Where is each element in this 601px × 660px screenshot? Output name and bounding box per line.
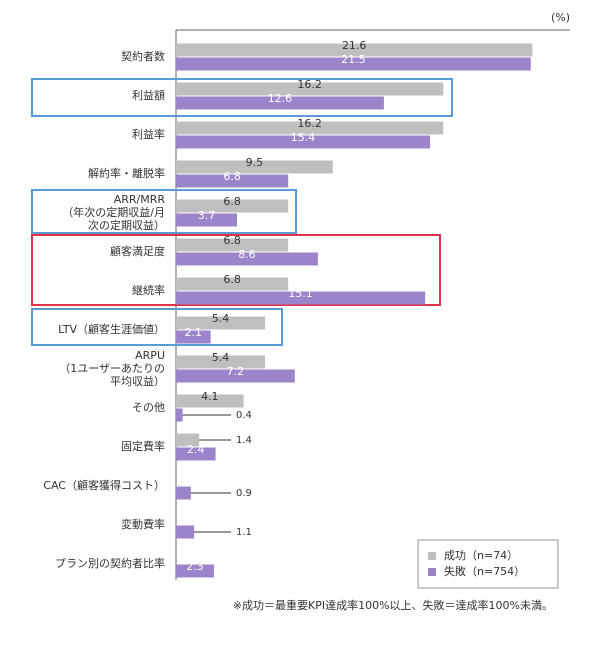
highlight-box: [31, 189, 297, 234]
bar: [176, 316, 266, 330]
value-label: 8.6: [238, 248, 256, 261]
value-label: 6.8: [223, 195, 241, 208]
bar: [176, 213, 238, 227]
legend-label: 失敗（n=754）: [444, 564, 525, 578]
bar: [176, 433, 200, 447]
value-label: 6.8: [223, 273, 241, 286]
value-label: 9.5: [246, 156, 264, 169]
value-label: 0.9: [236, 488, 252, 499]
category-label: 固定費率: [121, 439, 165, 453]
unit-label: (%): [551, 11, 570, 24]
value-label: 2.3: [186, 560, 204, 573]
value-label: 0.4: [236, 410, 252, 421]
bar: [176, 394, 244, 408]
bar: [176, 447, 216, 461]
highlight-box: [31, 78, 453, 117]
bar: [176, 330, 211, 344]
category-label: 利益率: [132, 127, 165, 141]
category-label: 契約者数: [121, 49, 165, 63]
legend-swatch: [428, 552, 436, 560]
category-label: 解約率・離脱率: [88, 166, 165, 180]
value-label: 15.4: [291, 131, 316, 144]
footnote: ※成功＝最重要KPI達成率100%以上、失敗＝達成率100%未満。: [233, 598, 553, 612]
bar: [176, 277, 289, 291]
category-label: 顧客満足度: [110, 244, 165, 258]
bar: [176, 238, 289, 252]
value-label: 1.4: [236, 435, 252, 446]
value-label: 7.2: [227, 365, 245, 378]
category-label: ARR/MRR （年次の定期収益/月次の定期収益）: [62, 193, 165, 232]
bar: [176, 57, 531, 71]
highlight-box: [31, 308, 283, 346]
value-label: 21.6: [342, 39, 367, 52]
category-label: 変動費率: [121, 517, 165, 531]
bar: [176, 486, 191, 500]
category-label: CAC（顧客獲得コスト）: [43, 478, 165, 492]
bar: [176, 43, 533, 57]
bar: [176, 160, 333, 174]
value-label: 5.4: [212, 351, 230, 364]
category-label: ARPU （1ユーザーあたりの平均収益）: [59, 349, 165, 388]
category-label: 利益額: [132, 88, 165, 102]
legend-swatch: [428, 568, 436, 576]
bar: [176, 355, 266, 369]
category-label: 継続率: [132, 283, 165, 297]
bar: [176, 82, 444, 96]
value-label: 15.1: [288, 287, 313, 300]
value-label: 12.6: [268, 92, 293, 105]
bar: [176, 174, 289, 188]
value-label: 3.7: [198, 209, 216, 222]
bar: [176, 96, 384, 110]
category-label: LTV（顧客生涯価値）: [58, 322, 165, 336]
bar: [176, 408, 183, 422]
value-label: 6.8: [223, 170, 241, 183]
value-label: 21.5: [341, 53, 366, 66]
bar: [176, 291, 426, 305]
bar: [176, 369, 295, 383]
bar: [176, 252, 318, 266]
bar: [176, 121, 444, 135]
value-label: 4.1: [201, 390, 219, 403]
bar: [176, 199, 289, 213]
legend-label: 成功（n=74）: [444, 549, 518, 562]
value-label: 1.1: [236, 527, 252, 538]
legend-box: [417, 539, 559, 589]
category-label: プラン別の契約者比率: [55, 556, 165, 570]
value-label: 16.2: [297, 117, 322, 130]
highlight-box: [31, 234, 441, 306]
value-label: 2.4: [187, 443, 205, 456]
value-label: 16.2: [297, 78, 322, 91]
value-label: 2.1: [185, 326, 203, 339]
bar: [176, 564, 214, 578]
bar: [176, 525, 195, 539]
value-label: 6.8: [223, 234, 241, 247]
bar: [176, 135, 431, 149]
category-label: その他: [132, 401, 165, 414]
value-label: 5.4: [212, 312, 230, 325]
